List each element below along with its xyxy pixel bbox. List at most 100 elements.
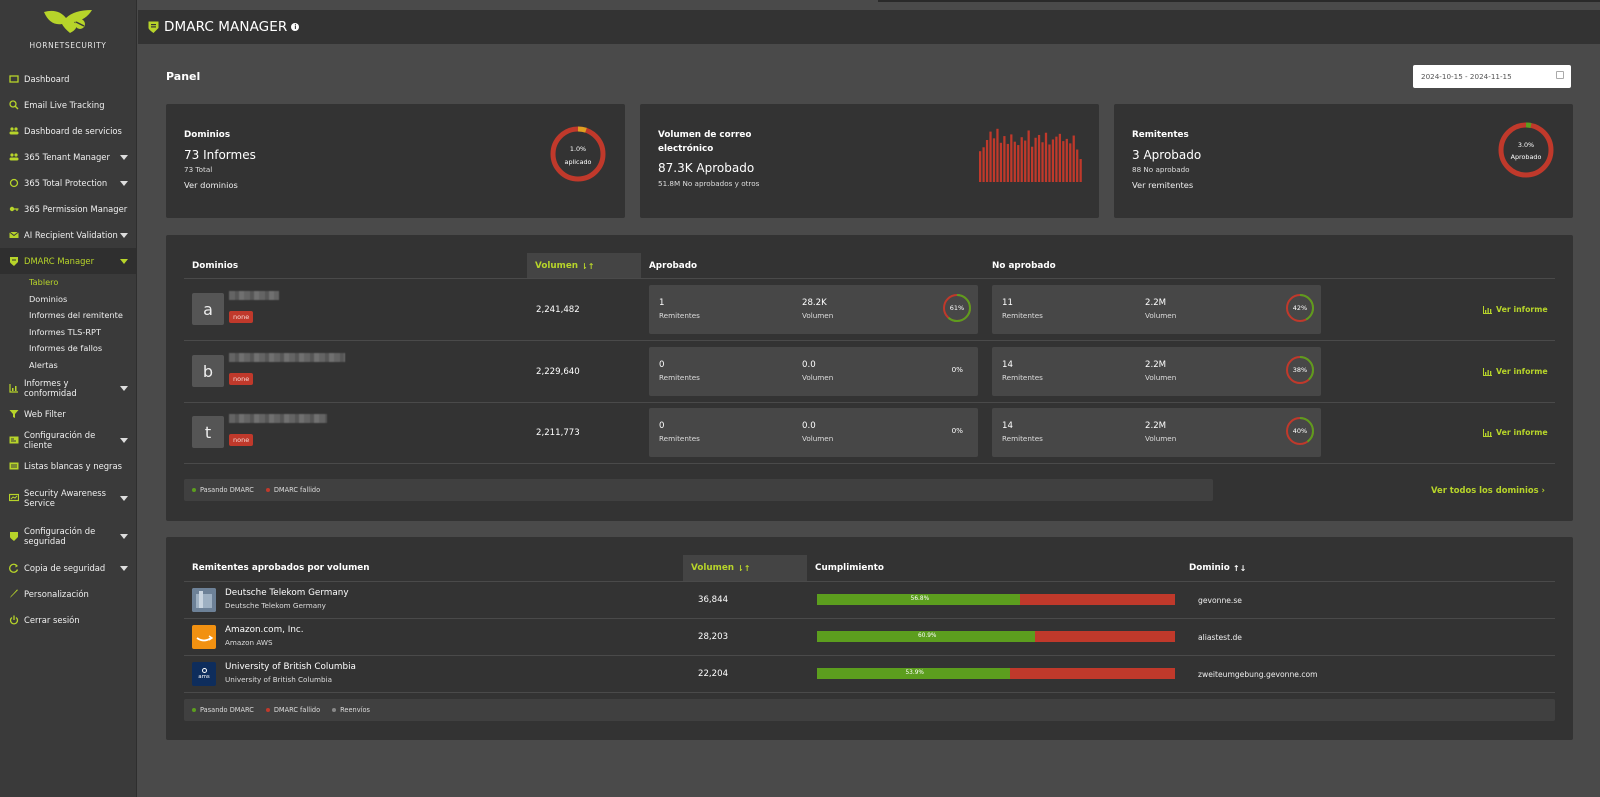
sub-item-informes-remitente[interactable]: Informes del remitente — [29, 310, 123, 321]
ring-chart — [1286, 417, 1314, 445]
ring-pass — [1286, 417, 1314, 445]
nav-label: 365 Tenant Manager — [24, 151, 110, 162]
value: 2.2M — [1145, 360, 1167, 370]
legend-fail: DMARC fallido — [265, 486, 320, 494]
compliance-pass-fill — [817, 594, 1021, 605]
domain-row[interactable]: a none 2,241,482 1 Remitentes 28.2K Volume… — [184, 279, 1555, 340]
label: Volumen — [802, 373, 834, 382]
view-all-domains-link[interactable]: Ver todos los dominios › — [1431, 485, 1545, 495]
view-report-link[interactable]: Ver informe — [1483, 367, 1548, 376]
sub-item-informes-tls-rpt[interactable]: Informes TLS-RPT — [29, 326, 101, 337]
nav-personalizacion[interactable]: Personalización — [0, 581, 136, 607]
chevron-down-icon[interactable] — [120, 437, 128, 443]
hornetsecurity-logo[interactable]: HORNETSECURITY — [0, 0, 136, 60]
nav-listas-blancas-negras[interactable]: Listas blancas y negras — [0, 453, 136, 479]
nav-dmarc-manager[interactable]: DMARC Manager — [0, 248, 136, 274]
volume-bar — [1041, 142, 1044, 182]
search-icon — [9, 100, 19, 110]
sub-item-tablero[interactable]: Tablero — [29, 277, 59, 288]
chevron-down-icon[interactable] — [120, 385, 128, 391]
view-domains-link[interactable]: Ver dominios — [184, 180, 238, 190]
view-all-domains-label: Ver todos los dominios — [1431, 485, 1539, 495]
legend-dot — [332, 708, 337, 712]
domain-row[interactable]: t none 2,211,773 0 Remitentes 0.0 Volumen … — [184, 402, 1555, 463]
senders-ring-label: Aprobado — [1510, 153, 1542, 161]
nav-365-tenant-manager[interactable]: 365 Tenant Manager — [0, 144, 136, 170]
ring-pct: 61% — [949, 304, 965, 312]
divider — [184, 655, 1555, 656]
value: 14 — [1002, 421, 1013, 431]
sender-row[interactable]: Deutsche Telekom Germany Deutsche Teleko… — [184, 582, 1555, 618]
not-approved-senders: 14 Remitentes — [1002, 360, 1043, 382]
ring-pct: 38% — [1292, 366, 1308, 374]
chevron-down-icon[interactable] — [120, 565, 128, 571]
divider — [184, 278, 1555, 279]
col-domain-label: Dominio — [1189, 563, 1230, 573]
col-domain-sort[interactable]: Dominio ↑↓ — [1189, 555, 1246, 581]
domain-row[interactable]: b none 2,229,640 0 Remitentes 0.0 Volumen … — [184, 341, 1555, 402]
nav-ai-recipient-validation[interactable]: AI Recipient Validation — [0, 222, 136, 248]
sender-row[interactable]: Amazon.com, Inc. Amazon AWS 28,203 60.9%… — [184, 619, 1555, 655]
nav-cerrar-sesion[interactable]: Cerrar sesión — [0, 607, 136, 633]
sender-name: Deutsche Telekom Germany — [225, 588, 349, 598]
nav-label: Dashboard de servicios — [24, 125, 122, 136]
chevron-down-icon[interactable] — [120, 495, 128, 501]
calendar-icon[interactable] — [1556, 71, 1564, 79]
volume-bar — [999, 142, 1003, 182]
card-volume-title: Volumen de correo electrónico — [658, 129, 751, 156]
domain-volume: 2,211,773 — [536, 428, 580, 438]
volume-bar — [1051, 139, 1055, 182]
nav-copia-seguridad[interactable]: Copia de seguridad — [0, 555, 136, 581]
sub-item-informes-fallos[interactable]: Informes de fallos — [29, 343, 103, 354]
not-approved-stats: 11 Remitentes 2.2M Volumen 42% — [992, 285, 1321, 334]
sub-item-dominios[interactable]: Dominios — [29, 293, 68, 304]
sub-item-alertas[interactable]: Alertas — [29, 359, 58, 370]
redacted-domain-name — [229, 353, 345, 362]
card-domains-small: 73 Total — [184, 165, 213, 174]
info-icon[interactable]: i — [291, 23, 300, 31]
nav-dashboard[interactable]: Dashboard — [0, 66, 136, 92]
nav-email-live-tracking[interactable]: Email Live Tracking — [0, 92, 136, 118]
chevron-down-icon[interactable] — [120, 232, 128, 238]
nav-web-filter[interactable]: Web Filter — [0, 401, 136, 427]
nav-dashboard-servicios[interactable]: Dashboard de servicios — [0, 118, 136, 144]
chevron-down-icon[interactable] — [120, 533, 128, 539]
divider — [184, 463, 1555, 464]
volume-bar — [1017, 145, 1020, 182]
nav-configuracion-seguridad[interactable]: Configuración de seguridad — [0, 517, 136, 555]
nav-label: Dashboard — [24, 73, 70, 84]
divider — [184, 402, 1555, 403]
approved-stats: 0 Remitentes 0.0 Volumen 0% — [649, 347, 978, 396]
col-compliance: Cumplimiento — [815, 563, 884, 573]
nav-configuracion-cliente[interactable]: Configuración de cliente — [0, 427, 136, 453]
nav-label: Informes y conformidad — [24, 377, 77, 399]
nav-365-permission-manager[interactable]: 365 Permission Manager — [0, 196, 136, 222]
nav-informes-conformidad[interactable]: Informes y conformidad — [0, 375, 136, 401]
chevron-down-icon[interactable] — [120, 258, 128, 264]
top-divider — [878, 0, 1600, 2]
brand-name: HORNETSECURITY — [29, 41, 107, 50]
chevron-down-icon[interactable] — [120, 180, 128, 186]
col-volume-sort[interactable]: Volumen ⇂↑ — [683, 555, 807, 581]
nav-365-total-protection[interactable]: 365 Total Protection — [0, 170, 136, 196]
view-senders-link[interactable]: Ver remitentes — [1132, 180, 1194, 190]
sender-row[interactable]: ams University of British Columbia Unive… — [184, 656, 1555, 692]
sidebar-nav: Dashboard Email Live Tracking Dashboard … — [0, 66, 136, 633]
view-report-link[interactable]: Ver informe — [1483, 428, 1548, 437]
label: Volumen — [802, 434, 834, 443]
approved-volume: 0.0 Volumen — [802, 360, 833, 382]
view-report-link[interactable]: Ver informe — [1483, 305, 1548, 314]
date-range-value: 2024-10-15 - 2024-11-15 — [1421, 72, 1512, 81]
nav-security-awareness[interactable]: Security Awareness Service — [0, 479, 136, 517]
filter-icon — [9, 409, 19, 419]
senders-ring-chart — [1498, 122, 1554, 178]
compliance-bar: 56.8% — [817, 594, 1175, 605]
sender-name: Amazon.com, Inc. — [225, 625, 304, 635]
date-range-picker[interactable]: 2024-10-15 - 2024-11-15 — [1413, 65, 1571, 88]
chevron-down-icon[interactable] — [120, 154, 128, 160]
col-volume-sort[interactable]: Volumen ⇂↑ — [527, 253, 641, 279]
sort-icon: ↑↓ — [1232, 563, 1247, 573]
approved-ring: 61% — [942, 293, 972, 323]
nav-label: DMARC Manager — [24, 255, 95, 266]
ring-pass — [1286, 356, 1314, 384]
